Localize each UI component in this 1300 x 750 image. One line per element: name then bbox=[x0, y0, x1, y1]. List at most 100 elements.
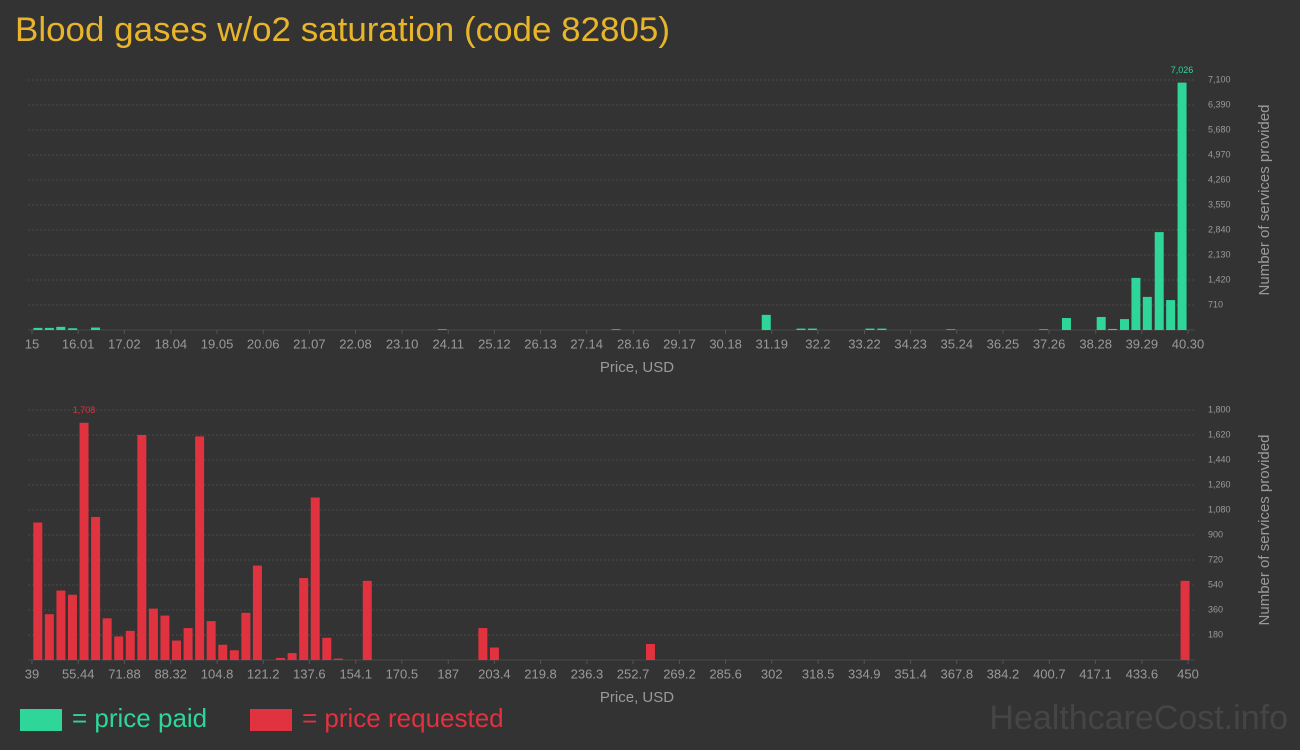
bar bbox=[1119, 319, 1129, 330]
y-tick-label: 1,080 bbox=[1208, 504, 1231, 514]
bar bbox=[67, 594, 77, 660]
y-tick-label: 180 bbox=[1208, 629, 1223, 639]
y-tick-label: 1,420 bbox=[1208, 274, 1231, 284]
x-tick-label: 35.24 bbox=[941, 336, 974, 351]
x-tick-label: 351.4 bbox=[894, 666, 927, 681]
bar bbox=[218, 644, 228, 660]
bar bbox=[172, 640, 182, 660]
x-tick-label: 400.7 bbox=[1033, 666, 1066, 681]
x-tick-label: 417.1 bbox=[1079, 666, 1112, 681]
bar bbox=[478, 628, 488, 660]
x-tick-label: 37.26 bbox=[1033, 336, 1066, 351]
x-axis-title: Price, USD bbox=[600, 689, 674, 706]
bar bbox=[761, 314, 771, 330]
x-tick-label: 71.88 bbox=[108, 666, 141, 681]
bar bbox=[148, 608, 158, 660]
y-tick-label: 360 bbox=[1208, 604, 1223, 614]
x-tick-label: 36.25 bbox=[987, 336, 1020, 351]
bar bbox=[241, 612, 251, 660]
x-tick-label: 39.29 bbox=[1126, 336, 1159, 351]
bar bbox=[362, 580, 372, 660]
bar bbox=[1108, 328, 1118, 330]
bar bbox=[946, 329, 956, 330]
bar bbox=[865, 328, 875, 330]
bar bbox=[1180, 580, 1190, 660]
y-tick-label: 3,550 bbox=[1208, 199, 1231, 209]
bar bbox=[195, 436, 205, 660]
legend-label: = price requested bbox=[302, 703, 504, 733]
x-tick-label: 137.6 bbox=[293, 666, 326, 681]
y-tick-label: 7,100 bbox=[1208, 74, 1231, 84]
bar bbox=[160, 615, 170, 660]
x-tick-label: 334.9 bbox=[848, 666, 881, 681]
x-tick-label: 154.1 bbox=[339, 666, 372, 681]
x-tick-label: 384.2 bbox=[987, 666, 1020, 681]
bar bbox=[44, 327, 54, 330]
x-tick-label: 104.8 bbox=[201, 666, 234, 681]
x-tick-label: 38.28 bbox=[1079, 336, 1112, 351]
x-tick-label: 23.10 bbox=[386, 336, 419, 351]
bar bbox=[33, 327, 43, 330]
x-tick-label: 29.17 bbox=[663, 336, 696, 351]
chart-title: Blood gases w/o2 saturation (code 82805) bbox=[15, 11, 670, 49]
x-tick-label: 15 bbox=[25, 336, 39, 351]
x-axis-title: Price, USD bbox=[600, 359, 674, 376]
bar bbox=[645, 644, 655, 660]
bar bbox=[79, 422, 89, 660]
bar bbox=[1177, 82, 1187, 330]
x-tick-label: 318.5 bbox=[802, 666, 835, 681]
x-tick-label: 39 bbox=[25, 666, 39, 681]
bar bbox=[489, 647, 499, 660]
bar bbox=[1096, 316, 1106, 330]
x-tick-label: 17.02 bbox=[108, 336, 141, 351]
y-tick-label: 4,970 bbox=[1208, 149, 1231, 159]
bar bbox=[322, 637, 332, 660]
y-tick-label: 5,680 bbox=[1208, 124, 1231, 134]
bar bbox=[252, 565, 262, 660]
x-tick-label: 25.12 bbox=[478, 336, 511, 351]
x-tick-label: 24.11 bbox=[432, 336, 464, 351]
bar bbox=[877, 328, 887, 330]
bar bbox=[56, 590, 66, 660]
x-tick-label: 252.7 bbox=[617, 666, 650, 681]
bar bbox=[137, 435, 147, 660]
bar bbox=[611, 329, 621, 330]
y-tick-label: 720 bbox=[1208, 554, 1223, 564]
x-tick-label: 20.06 bbox=[247, 336, 280, 351]
x-tick-label: 367.8 bbox=[941, 666, 974, 681]
value-label: 7,026 bbox=[1171, 65, 1194, 75]
bar bbox=[1039, 329, 1049, 330]
bar bbox=[1142, 296, 1152, 330]
x-tick-label: 269.2 bbox=[663, 666, 696, 681]
bar bbox=[33, 522, 43, 660]
x-tick-label: 187 bbox=[437, 666, 459, 681]
x-tick-label: 88.32 bbox=[154, 666, 187, 681]
bar bbox=[310, 497, 320, 660]
x-tick-label: 285.6 bbox=[709, 666, 742, 681]
x-tick-label: 302 bbox=[761, 666, 783, 681]
bar bbox=[1061, 318, 1071, 330]
bar bbox=[1154, 232, 1164, 330]
x-tick-label: 55.44 bbox=[62, 666, 95, 681]
x-tick-label: 40.30 bbox=[1172, 336, 1205, 351]
value-label: 1,708 bbox=[73, 405, 96, 415]
bar bbox=[125, 630, 135, 660]
bar bbox=[287, 653, 297, 660]
x-tick-label: 433.6 bbox=[1126, 666, 1159, 681]
legend-swatch bbox=[250, 709, 292, 731]
bar bbox=[91, 327, 101, 330]
bar bbox=[91, 516, 101, 660]
y-tick-label: 4,260 bbox=[1208, 174, 1231, 184]
x-tick-label: 170.5 bbox=[386, 666, 419, 681]
y-tick-label: 540 bbox=[1208, 579, 1223, 589]
bar bbox=[114, 636, 124, 660]
x-tick-label: 121.2 bbox=[247, 666, 280, 681]
x-tick-label: 450 bbox=[1177, 666, 1199, 681]
bar bbox=[56, 326, 66, 330]
x-tick-label: 16.01 bbox=[62, 336, 95, 351]
y-tick-label: 1,440 bbox=[1208, 454, 1231, 464]
x-tick-label: 34.23 bbox=[894, 336, 927, 351]
bar bbox=[333, 658, 343, 660]
bar bbox=[1166, 300, 1176, 330]
bar bbox=[44, 614, 54, 660]
